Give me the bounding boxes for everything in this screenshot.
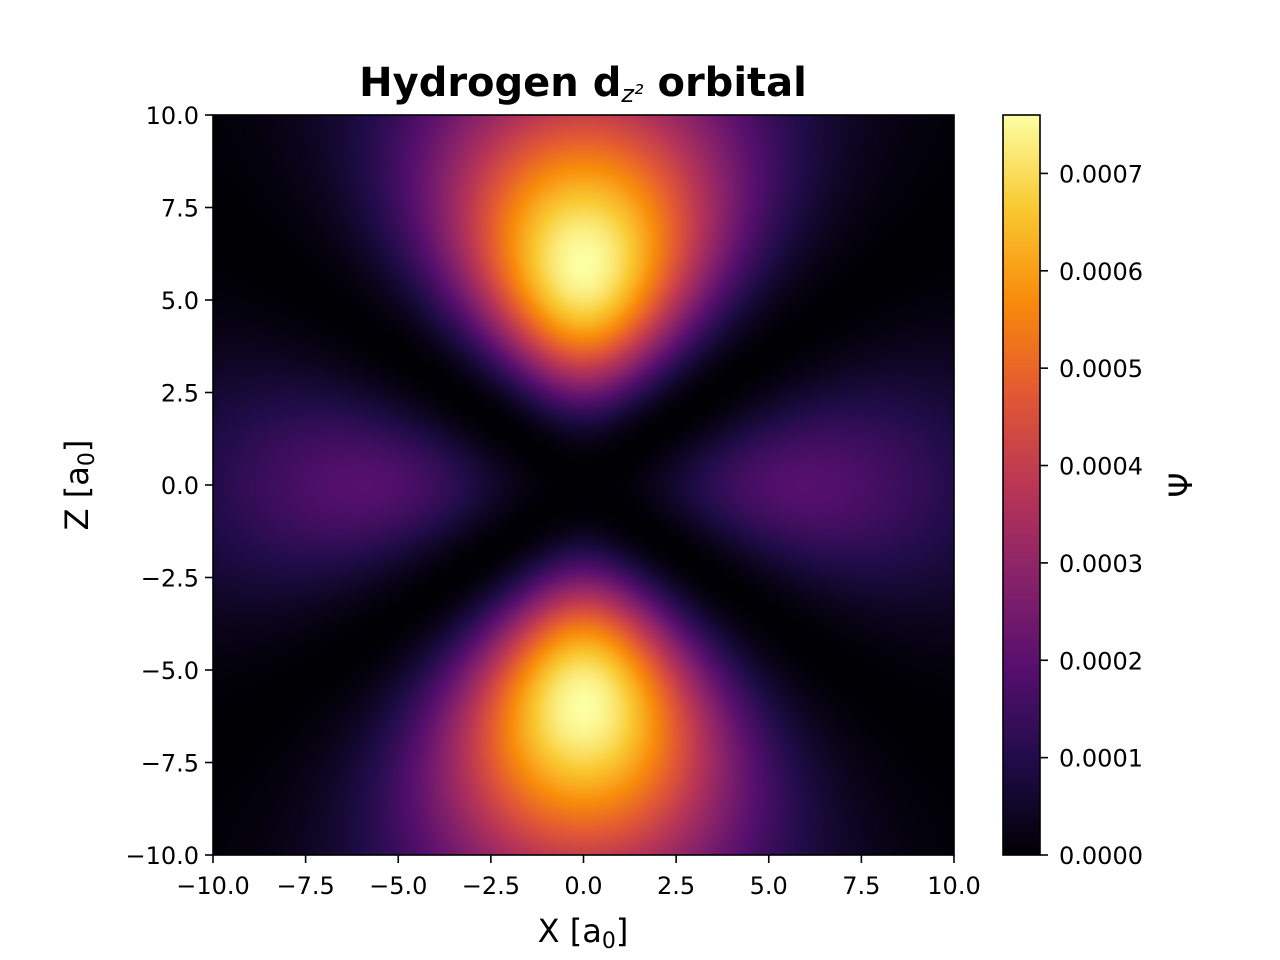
y-tick-label: −5.0 — [141, 657, 199, 685]
x-tick-label: −10.0 — [176, 872, 250, 900]
colorbar-frame — [1002, 114, 1041, 856]
x-tick-label: −2.5 — [462, 872, 520, 900]
x-axis-label: X [a0] — [538, 912, 629, 954]
x-axis-label-subscript: 0 — [602, 929, 616, 954]
y-axis-label-end: ] — [58, 440, 96, 452]
colorbar-ticks: 0.0000 0.0001 0.0002 0.0003 0.0004 0.0005 0.00… — [1040, 160, 1143, 870]
orbital-density-heatmap — [213, 115, 954, 855]
y-tick-label: 0.0 — [161, 472, 199, 500]
colorbar-tick-label: 0.0000 — [1059, 842, 1143, 870]
y-tick-label: −2.5 — [141, 565, 199, 593]
colorbar-tick-label: 0.0004 — [1059, 453, 1143, 481]
chart-title: Hydrogen dz² orbital — [359, 60, 807, 108]
y-axis-label-subscript: 0 — [75, 452, 100, 466]
colorbar-tick-label: 0.0002 — [1059, 647, 1143, 675]
x-axis-ticks: −10.0 −7.5 −5.0 −2.5 0.0 2.5 5.0 7.5 10.0 — [176, 855, 981, 900]
chart-title-suffix: orbital — [644, 60, 807, 106]
chart-title-subscript: z² — [620, 80, 644, 108]
colorbar-tick-label: 0.0007 — [1059, 160, 1143, 188]
x-tick-label: −7.5 — [276, 872, 334, 900]
colorbar-tick-label: 0.0005 — [1059, 355, 1143, 383]
y-tick-label: 5.0 — [161, 287, 199, 315]
colorbar-tick-label: 0.0003 — [1059, 550, 1143, 578]
colorbar-gradient — [1003, 115, 1040, 855]
y-tick-label: −7.5 — [141, 750, 199, 778]
y-axis-label: Z [a0] — [58, 440, 100, 531]
x-tick-label: 10.0 — [927, 872, 980, 900]
y-tick-label: −10.0 — [125, 842, 199, 870]
y-axis-label-main: Z [a — [58, 466, 96, 530]
x-tick-label: 5.0 — [750, 872, 788, 900]
colorbar-tick-label: 0.0006 — [1059, 258, 1143, 286]
colorbar-label: Ψ — [1162, 472, 1200, 497]
y-tick-label: 2.5 — [161, 380, 199, 408]
y-tick-label: 7.5 — [161, 195, 199, 223]
x-axis-label-end: ] — [616, 912, 628, 950]
x-axis-label-main: X [a — [538, 912, 602, 950]
x-tick-label: 2.5 — [657, 872, 695, 900]
chart-title-main: Hydrogen d — [359, 60, 621, 106]
colorbar-tick-label: 0.0001 — [1059, 745, 1143, 773]
x-tick-label: −5.0 — [369, 872, 427, 900]
y-axis-ticks: 10.0 7.5 5.0 2.5 0.0 −2.5 −5.0 −7.5 −10.0 — [125, 102, 213, 870]
plot-frame — [212, 114, 955, 856]
y-tick-label: 10.0 — [146, 102, 199, 130]
x-tick-label: 0.0 — [564, 872, 602, 900]
x-tick-label: 7.5 — [842, 872, 880, 900]
